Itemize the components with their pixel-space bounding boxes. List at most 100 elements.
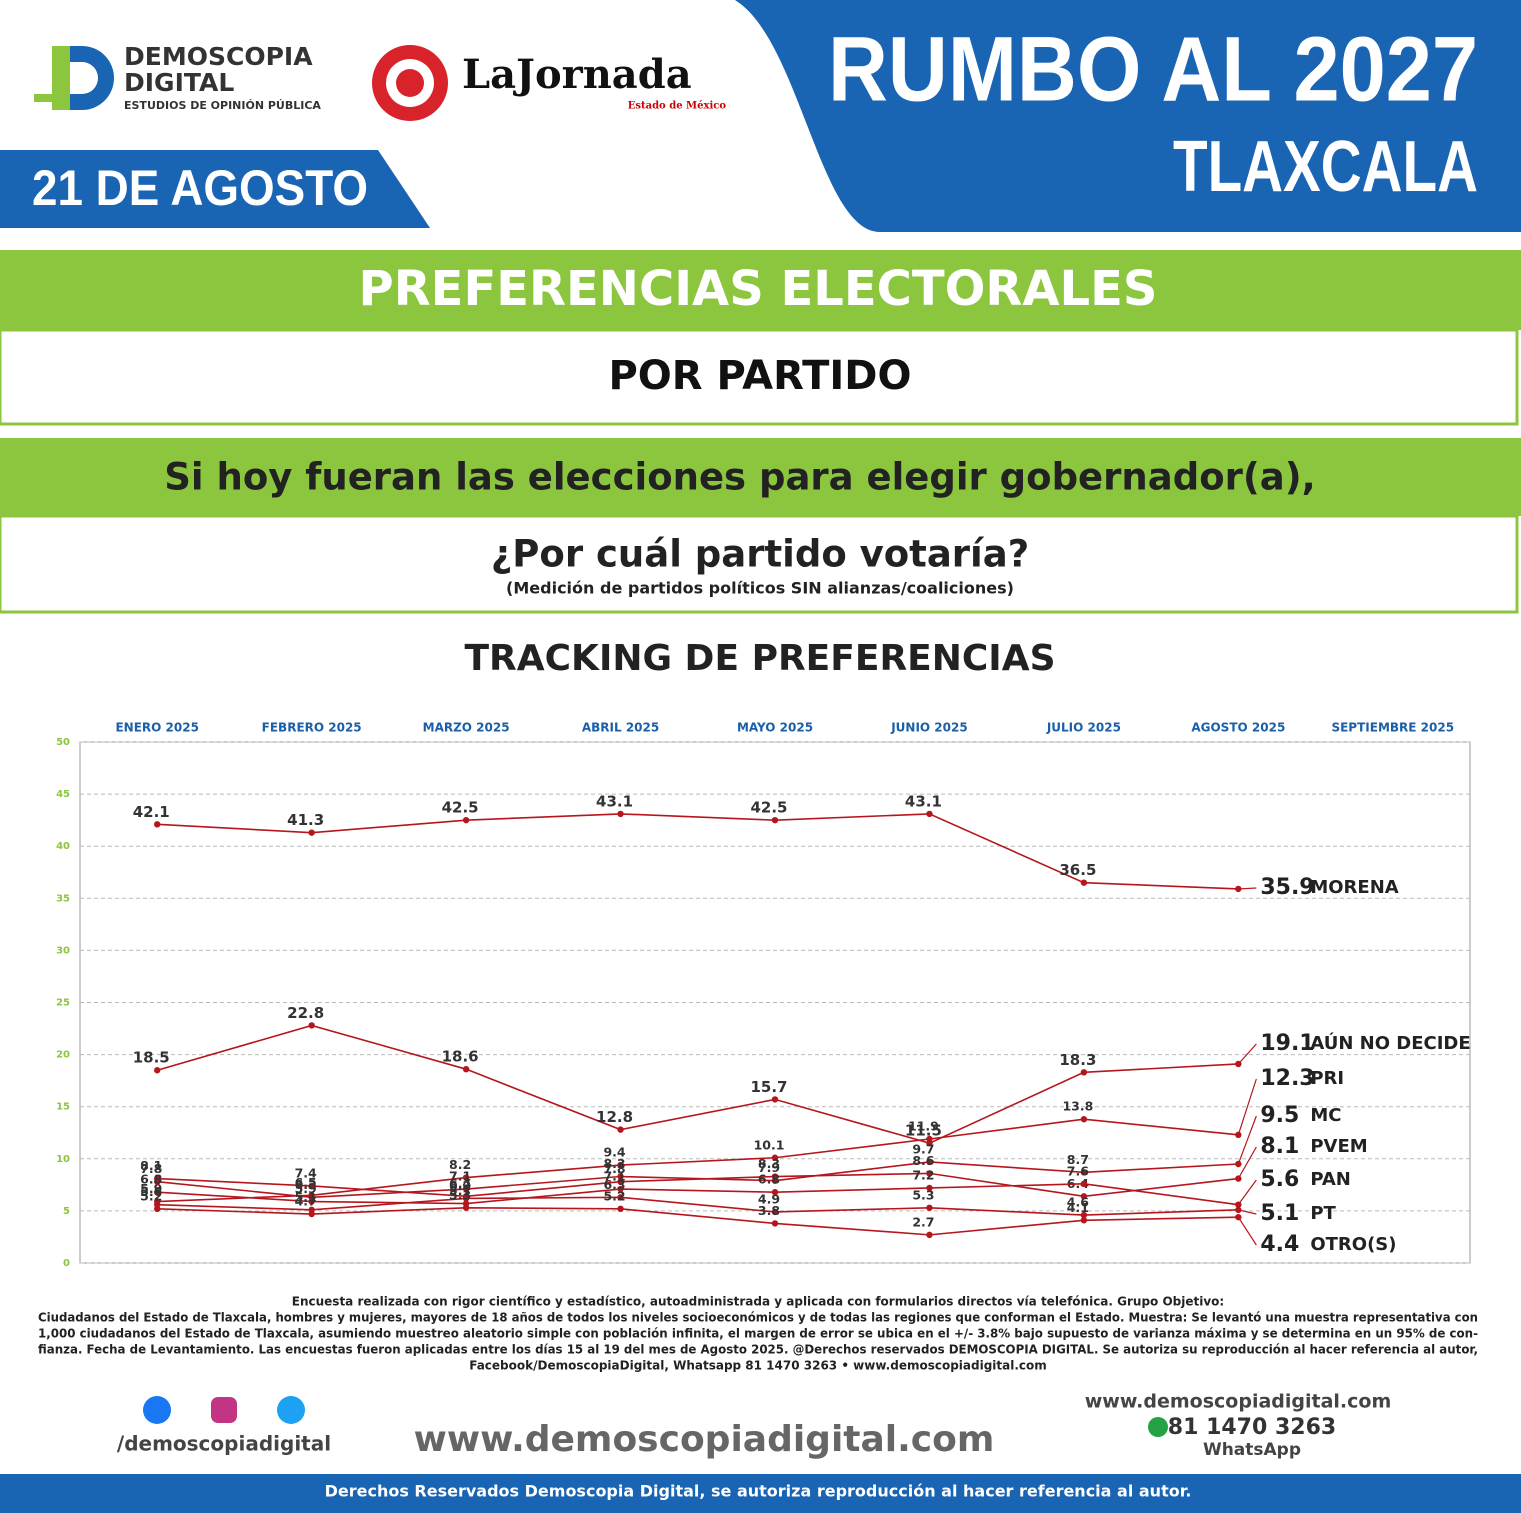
main-title: RUMBO AL 2027 (828, 18, 1478, 120)
brand-name: DEMOSCOPIA (124, 42, 313, 71)
leader (1237, 1216, 1257, 1246)
series-line (157, 1183, 1239, 1206)
point (771, 1208, 779, 1216)
x-tick-label: ABRIL 2025 (582, 721, 659, 735)
data-label: 18.3 (1059, 1051, 1096, 1069)
point (462, 1195, 470, 1202)
point (154, 1205, 161, 1213)
data-label: 43.1 (596, 792, 633, 810)
point (617, 1178, 624, 1185)
point (617, 1161, 624, 1169)
data-label: 8.3 (603, 1156, 625, 1171)
subsection-title: POR PARTIDO (608, 353, 911, 399)
data-label: 8.1 (140, 1158, 162, 1173)
point (771, 1220, 779, 1227)
data-label: 36.5 (1059, 861, 1096, 879)
data-label: 5.9 (295, 1181, 317, 1196)
leader (1237, 1179, 1257, 1206)
legend-label: PT (1310, 1203, 1336, 1224)
data-label: 6.2 (449, 1178, 471, 1193)
point (1080, 1180, 1088, 1188)
data-label: 4.1 (1067, 1200, 1089, 1215)
data-label: 18.6 (442, 1048, 479, 1066)
methodology: 1,000 ciudadanos del Estado de Tlaxcala,… (38, 1327, 1478, 1341)
data-label: 7.1 (449, 1169, 471, 1184)
point (771, 1154, 779, 1161)
leader (1238, 887, 1257, 890)
data-label: 7.9 (758, 1160, 780, 1175)
point (926, 1135, 933, 1143)
data-label: 5.2 (140, 1188, 162, 1203)
data-label: 5.1 (295, 1189, 317, 1204)
data-label: 11.9 (908, 1119, 939, 1134)
date-box (0, 150, 430, 228)
legend-label: PRI (1310, 1068, 1344, 1089)
point (617, 1173, 624, 1180)
data-label: 4.9 (758, 1191, 780, 1206)
date: 21 DE AGOSTO (32, 160, 368, 216)
methodology: fianza. Fecha de Levantamiento. Las encu… (38, 1343, 1478, 1357)
x-tick-label: MAYO 2025 (737, 721, 813, 735)
data-label: 7.2 (912, 1167, 934, 1182)
point (154, 1175, 161, 1182)
data-label: 9.5 (1260, 1103, 1299, 1128)
data-label: 7.6 (1067, 1163, 1089, 1178)
point (462, 1174, 470, 1181)
y-tick-label: 5 (63, 1206, 70, 1217)
whatsapp: WhatsApp (1203, 1440, 1301, 1460)
data-label: 19.1 (1260, 1031, 1314, 1056)
x-tick-label: ENERO 2025 (115, 721, 198, 735)
data-label: 8.2 (449, 1157, 471, 1172)
legend-label: PVEM (1310, 1136, 1367, 1157)
x-tick-label: JUNIO 2025 (890, 721, 968, 735)
point (926, 1170, 933, 1177)
data-label: 9.4 (603, 1145, 625, 1160)
point (462, 1185, 470, 1193)
point (308, 1182, 315, 1190)
data-label: 41.3 (287, 811, 324, 829)
data-label: 5.6 (1260, 1167, 1299, 1192)
point (771, 1096, 779, 1103)
brand-tagline: ESTUDIOS DE OPINIÓN PÚBLICA (124, 99, 321, 112)
data-label: 5.3 (449, 1187, 471, 1202)
data-label: 4.6 (1067, 1195, 1089, 1210)
white-banner (0, 328, 1519, 426)
question: Si hoy fueran las elecciones para elegir… (164, 456, 1315, 499)
data-label: 15.7 (750, 1078, 787, 1096)
data-label: 12.3 (1260, 1066, 1314, 1091)
social-handle: /demoscopiadigital (117, 1432, 331, 1456)
leader (1238, 1209, 1257, 1215)
data-label: 8.1 (1260, 1134, 1299, 1159)
website-big: www.demoscopiadigital.com (414, 1419, 995, 1460)
data-label: 6.8 (758, 1172, 780, 1187)
y-tick-label: 50 (56, 737, 70, 748)
x-tick-label: MARZO 2025 (423, 721, 510, 735)
point (926, 1158, 933, 1166)
series-line (156, 1024, 1239, 1145)
data-label: 13.8 (1062, 1099, 1093, 1114)
point (308, 1198, 315, 1205)
data-label: 6.4 (449, 1176, 471, 1191)
series-line (157, 1206, 1239, 1236)
point (1080, 1169, 1088, 1176)
state: TLAXCALA (1173, 127, 1478, 207)
data-label: 11.5 (905, 1122, 942, 1140)
leader (1237, 1078, 1257, 1136)
point (1080, 1069, 1088, 1076)
legend-label: PAN (1310, 1169, 1351, 1190)
brand-name: DIGITAL (124, 68, 234, 97)
data-label: 5.6 (140, 1184, 162, 1199)
partner-sub: Estado de México (628, 101, 727, 112)
point (154, 1067, 161, 1074)
data-label: 9.7 (912, 1141, 934, 1156)
point (154, 821, 161, 828)
point (308, 1210, 315, 1218)
point (1080, 1217, 1088, 1224)
social-icons (143, 1396, 1168, 1437)
methodology: Facebook/DemoscopiaDigital, Whatsapp 81 … (469, 1359, 1047, 1373)
point (617, 810, 624, 818)
chart-title: TRACKING DE PREFERENCIAS (465, 638, 1056, 679)
data-label: 8.3 (758, 1156, 780, 1171)
series-line (157, 1172, 1239, 1198)
